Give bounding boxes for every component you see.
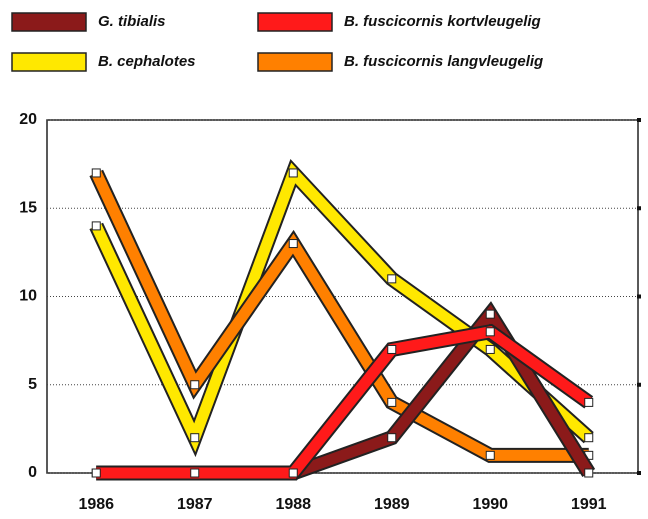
legend-swatch: [11, 12, 87, 32]
tick-mark: [637, 382, 641, 387]
tick-mark: [637, 471, 641, 475]
x-tick-label: 1989: [374, 496, 410, 513]
legend-swatch: [257, 12, 333, 32]
point-marker: [91, 221, 101, 231]
x-tick-label: 1986: [78, 496, 114, 513]
y-tick-label: 10: [19, 288, 37, 305]
legend-label: B. cephalotes: [98, 53, 196, 70]
point-marker: [190, 468, 200, 478]
point-marker: [288, 239, 298, 249]
point-marker: [584, 397, 594, 407]
legend-swatch: [257, 52, 333, 72]
tick-mark: [637, 118, 641, 122]
point-marker: [485, 450, 495, 460]
point-marker: [190, 380, 200, 390]
line: [96, 325, 592, 479]
tick-mark: [637, 206, 641, 211]
x-tick-label: 1987: [177, 496, 213, 513]
y-tick-label: 20: [19, 111, 37, 128]
point-marker: [387, 274, 397, 284]
legend-swatch: [11, 52, 87, 72]
line: [91, 170, 589, 461]
legend-label: G. tibialis: [98, 13, 166, 30]
x-tick-label: 1991: [571, 496, 607, 513]
y-tick-label: 0: [28, 464, 37, 481]
point-marker: [91, 468, 101, 478]
point-marker: [288, 168, 298, 178]
legend-label: B. fuscicornis langvleugelig: [344, 53, 543, 70]
point-marker: [288, 468, 298, 478]
y-tick-label: 15: [19, 199, 37, 216]
point-marker: [387, 344, 397, 354]
point-marker: [584, 468, 594, 478]
point-marker: [387, 397, 397, 407]
point-marker: [190, 433, 200, 443]
line: [91, 162, 593, 452]
point-marker: [485, 309, 495, 319]
point-marker: [485, 344, 495, 354]
point-marker: [485, 327, 495, 337]
x-tick-label: 1988: [275, 496, 311, 513]
line-outline: [89, 158, 594, 458]
y-tick-label: 5: [28, 376, 37, 393]
point-marker: [91, 168, 101, 178]
legend-label: B. fuscicornis kortvleugelig: [344, 13, 541, 30]
tick-mark: [637, 294, 641, 299]
point-marker: [584, 433, 594, 443]
point-marker: [387, 433, 397, 443]
x-tick-label: 1990: [472, 496, 508, 513]
